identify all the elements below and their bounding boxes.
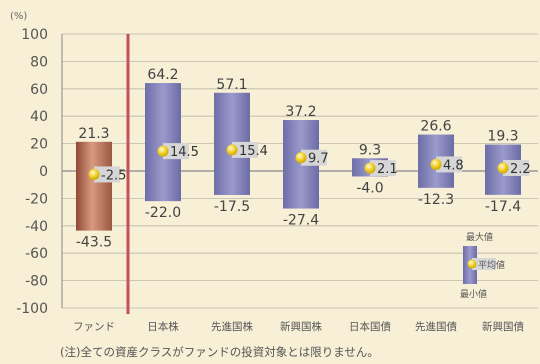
- avg-dot-1: [157, 145, 169, 157]
- y-axis-ticks: 100 80 60 40 20 0 -20 -40 -60 -80 -100: [16, 27, 48, 317]
- avg-value-label: 4.8: [443, 158, 464, 173]
- max-value-label: 21.3: [78, 126, 109, 142]
- y-tick-label: 20: [30, 137, 48, 153]
- avg-box-3: [301, 149, 327, 166]
- avg-value-label: 9.7: [308, 152, 329, 167]
- footnote: (注)全ての資産クラスがファンドの投資対象とは限りません。: [60, 345, 379, 359]
- y-tick-label: 0: [39, 164, 48, 180]
- avg-dot-3: [295, 152, 307, 164]
- avg-dot-6: [497, 162, 509, 174]
- avg-box-1: [163, 143, 189, 160]
- avg-box-6: [503, 159, 529, 176]
- avg-value-label: 14.5: [170, 145, 199, 160]
- y-tick-label: -60: [25, 246, 48, 262]
- y-tick-label: 100: [21, 27, 48, 43]
- unit-label: (%): [10, 11, 27, 22]
- min-value-label: -22.0: [145, 205, 181, 221]
- y-tick-label: 60: [30, 82, 48, 98]
- range-bar-0: [76, 141, 112, 231]
- max-value-label: 64.2: [147, 67, 178, 83]
- min-value-label: -17.5: [214, 199, 250, 215]
- legend-min-label: 最小値: [460, 288, 487, 300]
- category-label: 日本国債: [349, 320, 391, 333]
- min-value-label: -43.5: [76, 235, 112, 251]
- avg-value-label: 2.2: [510, 162, 531, 177]
- legend-avg-box: [472, 258, 496, 270]
- avg-dot-2: [226, 144, 238, 156]
- legend-avg-label: 平均値: [478, 259, 505, 271]
- data-labels-layer: 21.3 -43.5 -2.5 64.2 -22.0 14.5 57.1 -17.5 15.4 3…: [76, 67, 531, 251]
- legend-max-label: 最大値: [466, 231, 493, 243]
- avg-box-5: [436, 156, 462, 173]
- min-value-label: -17.4: [485, 199, 521, 215]
- avg-value-label: 15.4: [239, 144, 268, 159]
- avg-dot-0: [88, 168, 100, 180]
- avg-value-label: -2.5: [101, 168, 126, 183]
- avg-value-label: 2.1: [377, 162, 398, 177]
- category-label: 先進国債: [415, 320, 457, 333]
- max-value-label: 37.2: [285, 104, 316, 120]
- y-tick-label: 80: [30, 54, 48, 70]
- min-value-label: -4.0: [356, 180, 383, 196]
- x-axis-categories: ファンド 日本株 先進国株 新興国株 日本国債 先進国債 新興国債: [73, 320, 524, 333]
- bars-layer: [76, 83, 529, 231]
- min-value-label: -12.3: [418, 192, 454, 208]
- avg-box-4: [370, 160, 396, 177]
- legend: 最大値 平均値 最小値: [460, 231, 505, 300]
- avg-box-0: [94, 166, 120, 183]
- category-label: 新興国債: [482, 320, 524, 333]
- y-tick-label: 40: [30, 109, 48, 125]
- max-value-label: 19.3: [487, 129, 518, 145]
- y-tick-label: -100: [16, 301, 48, 317]
- y-tick-label: -40: [25, 219, 48, 235]
- avg-dot-5: [430, 158, 442, 170]
- category-label: 日本株: [147, 320, 179, 333]
- max-value-label: 26.6: [420, 119, 451, 135]
- avg-box-2: [232, 141, 258, 158]
- category-label: ファンド: [73, 321, 115, 333]
- y-tick-label: -20: [25, 191, 48, 207]
- max-value-label: 9.3: [359, 142, 381, 158]
- category-label: 新興国株: [280, 320, 322, 333]
- avg-dot-4: [364, 162, 376, 174]
- y-tick-label: -80: [25, 274, 48, 290]
- legend-avg-dot: [467, 259, 477, 269]
- min-value-label: -27.4: [283, 213, 319, 229]
- range-bar-1: [145, 83, 181, 202]
- max-value-label: 57.1: [216, 77, 247, 93]
- category-label: 先進国株: [211, 320, 253, 333]
